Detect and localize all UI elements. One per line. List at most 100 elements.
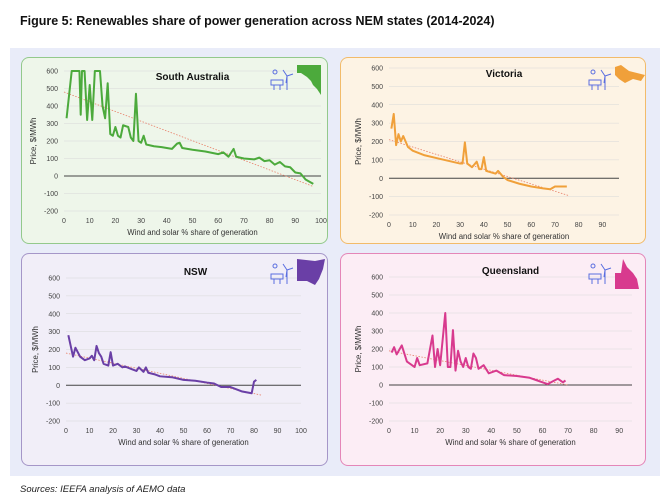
series-line — [67, 334, 257, 395]
x-tick-label: 0 — [62, 218, 66, 225]
x-axis-label: Wind and solar % share of generation — [118, 438, 248, 447]
trendline — [65, 352, 262, 396]
y-tick-label: -200 — [369, 419, 383, 426]
x-tick-label: 10 — [409, 222, 417, 229]
y-tick-label: 500 — [48, 293, 60, 300]
x-tick-label: 0 — [387, 428, 391, 435]
y-tick-label: 100 — [48, 365, 60, 372]
nsw-map-icon — [297, 259, 325, 285]
series-line — [390, 312, 567, 386]
y-tick-label: -100 — [369, 401, 383, 408]
y-axis-label: Price, $/MWh — [31, 326, 40, 373]
chart-svg: 600 500 400 300 200 100 0 -100 -200 0 10 20 30 40 50 60… — [29, 65, 327, 237]
y-tick-label: 500 — [46, 86, 58, 93]
y-tick-label: 0 — [379, 176, 383, 183]
x-tick-label: 90 — [599, 222, 607, 229]
turbine-blades — [282, 69, 294, 84]
wind-solar-icon — [588, 69, 612, 90]
chart-title: South Australia — [156, 72, 230, 83]
x-tick-label: 30 — [462, 428, 470, 435]
x-tick-label: 20 — [112, 218, 120, 225]
y-tick-label: 200 — [371, 347, 383, 354]
y-axis-label: Price, $/MWh — [354, 118, 363, 165]
x-tick-label: 50 — [189, 218, 197, 225]
y-tick-label: 0 — [54, 174, 58, 181]
chart-title: Queensland — [482, 266, 539, 277]
wind-solar-icon — [270, 263, 294, 284]
x-tick-label: 40 — [163, 218, 171, 225]
chart-title: NSW — [184, 267, 208, 278]
x-tick-label: 20 — [436, 428, 444, 435]
figure-title: Figure 5: Renewables share of power gene… — [20, 14, 495, 28]
chart-svg: 600 500 400 300 200 100 0 -100 -200 0 10 20 30 40 50 60… — [354, 259, 639, 447]
y-tick-label: 300 — [46, 121, 58, 128]
y-tick-label: 300 — [371, 329, 383, 336]
trendline — [63, 91, 314, 187]
y-tick-label: 600 — [371, 275, 383, 282]
chart-svg: 600 500 400 300 200 100 0 -100 -200 0 10 20 30 40 50 60… — [31, 259, 325, 447]
x-tick-label: 100 — [295, 428, 307, 435]
y-tick-label: -100 — [44, 191, 58, 198]
x-tick-label: 60 — [214, 218, 222, 225]
x-tick-label: 30 — [137, 218, 145, 225]
y-tick-label: 0 — [56, 383, 60, 390]
x-tick-label: 50 — [513, 428, 521, 435]
y-axis-label: Price, $/MWh — [29, 118, 38, 165]
turbine-blades — [282, 263, 294, 278]
x-tick-label: 70 — [227, 428, 235, 435]
y-tick-label: 500 — [371, 84, 383, 91]
chart-panel-victoria: 600 500 400 300 200 100 0 -100 -200 0 10 20 30 40 50 60… — [340, 57, 646, 244]
x-tick-label: 60 — [539, 428, 547, 435]
x-tick-label: 20 — [109, 428, 117, 435]
x-tick-label: 10 — [86, 218, 94, 225]
x-tick-label: 0 — [387, 222, 391, 229]
x-tick-label: 50 — [180, 428, 188, 435]
y-tick-label: 500 — [371, 293, 383, 300]
sun — [590, 263, 596, 269]
y-tick-label: 200 — [371, 139, 383, 146]
y-tick-label: -100 — [46, 401, 60, 408]
x-tick-label: 10 — [86, 428, 94, 435]
x-tick-label: 30 — [456, 222, 464, 229]
wind-solar-icon — [588, 263, 612, 284]
turbine-blades — [600, 263, 612, 278]
y-tick-label: 600 — [371, 66, 383, 73]
source-note: Sources: IEEFA analysis of AEMO data — [20, 484, 186, 495]
x-tick-label: 80 — [250, 428, 258, 435]
turbine-blades — [600, 69, 612, 84]
x-tick-label: 90 — [274, 428, 282, 435]
wind-solar-icon — [270, 69, 294, 90]
x-tick-label: 60 — [203, 428, 211, 435]
solar-panel — [588, 273, 602, 280]
y-tick-label: -200 — [44, 209, 58, 216]
x-tick-label: 90 — [291, 218, 299, 225]
x-tick-label: 20 — [433, 222, 441, 229]
series-line — [390, 112, 567, 191]
x-tick-label: 60 — [527, 222, 535, 229]
south-australia-map-icon — [297, 65, 321, 95]
x-axis-label: Wind and solar % share of generation — [127, 228, 257, 237]
chart-panel-nsw: 600 500 400 300 200 100 0 -100 -200 0 10 20 30 40 50 60… — [21, 253, 328, 466]
y-tick-label: 300 — [371, 121, 383, 128]
series-line — [65, 70, 314, 185]
solar-panel — [588, 79, 602, 86]
y-tick-label: -200 — [369, 213, 383, 220]
y-tick-label: 400 — [371, 311, 383, 318]
y-tick-label: 200 — [46, 139, 58, 146]
y-tick-label: 100 — [371, 157, 383, 164]
x-tick-label: 100 — [315, 218, 327, 225]
x-tick-label: 80 — [575, 222, 583, 229]
y-tick-label: -100 — [369, 194, 383, 201]
y-tick-label: 200 — [48, 347, 60, 354]
sun — [590, 69, 596, 75]
solar-panel — [270, 79, 284, 86]
y-tick-label: 100 — [46, 156, 58, 163]
chart-svg: 600 500 400 300 200 100 0 -100 -200 0 10 20 30 40 50 60… — [354, 65, 645, 241]
x-tick-label: 40 — [487, 428, 495, 435]
y-tick-label: 600 — [48, 276, 60, 283]
y-tick-label: 400 — [371, 102, 383, 109]
x-tick-label: 50 — [504, 222, 512, 229]
chart-title: Victoria — [486, 69, 523, 80]
x-tick-label: 40 — [480, 222, 488, 229]
sun — [272, 263, 278, 269]
